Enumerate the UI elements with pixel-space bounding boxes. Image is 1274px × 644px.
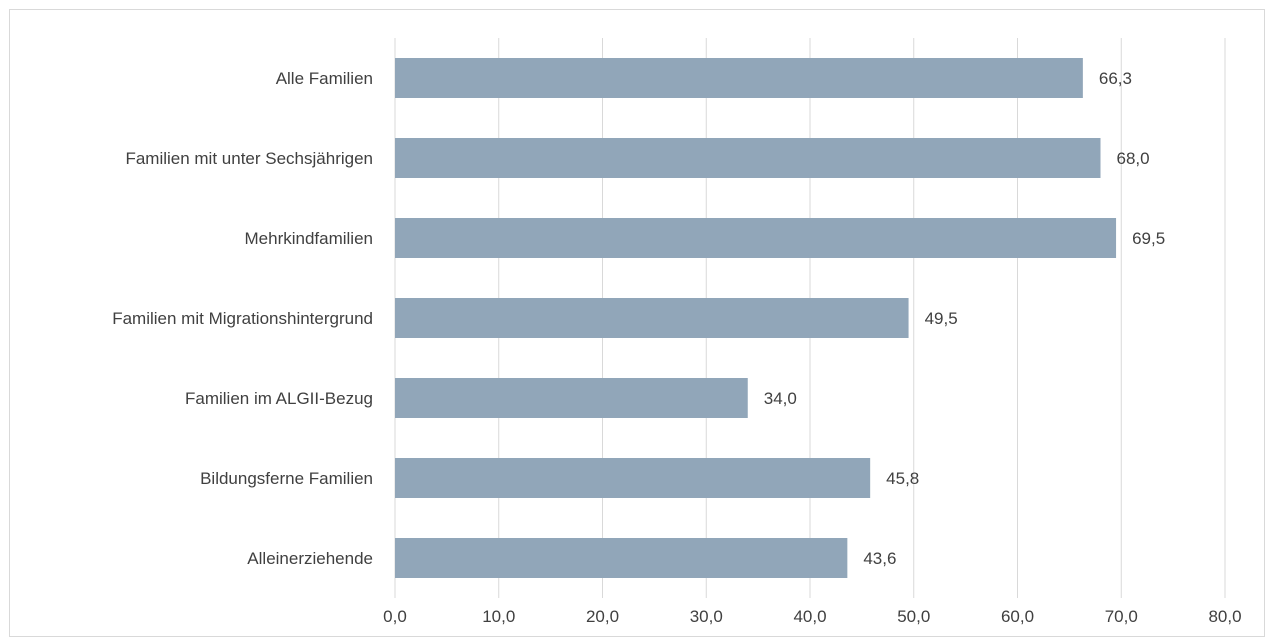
category-label: Bildungsferne Familien: [200, 469, 373, 488]
data-label: 69,5: [1132, 229, 1165, 248]
chart-frame: 66,3 68,0 69,5 49,5 34,0 45,8 43,6 Alle Famili…: [9, 9, 1265, 637]
data-label: 49,5: [925, 309, 958, 328]
bar: [395, 538, 848, 578]
bar: [395, 138, 1101, 178]
category-label: Alleinerziehende: [247, 549, 373, 568]
x-tick-label: 0,0: [383, 607, 407, 626]
category-label: Mehrkindfamilien: [245, 229, 374, 248]
category-labels: Alle Familien Familien mit unter Sechsjäh…: [112, 69, 373, 568]
value-labels: 66,3 68,0 69,5 49,5 34,0 45,8 43,6: [764, 69, 1165, 568]
category-label: Alle Familien: [276, 69, 373, 88]
bar: [395, 378, 748, 418]
x-tick-label: 20,0: [586, 607, 619, 626]
data-label: 43,6: [863, 549, 896, 568]
data-label: 66,3: [1099, 69, 1132, 88]
x-tick-label: 40,0: [793, 607, 826, 626]
bar: [395, 218, 1117, 258]
bars: [395, 58, 1117, 578]
data-label: 68,0: [1117, 149, 1150, 168]
x-tick-label: 60,0: [1001, 607, 1034, 626]
bar-chart: 66,3 68,0 69,5 49,5 34,0 45,8 43,6 Alle Famili…: [112, 38, 1242, 626]
x-tick-label: 80,0: [1208, 607, 1241, 626]
x-axis-tick-labels: 0,0 10,0 20,0 30,0 40,0 50,0 60,0 70,0 80,0: [383, 607, 1241, 626]
bar: [395, 458, 871, 498]
category-label: Familien mit Migrationshintergrund: [112, 309, 373, 328]
data-label: 45,8: [886, 469, 919, 488]
category-label: Familien mit unter Sechsjährigen: [125, 149, 373, 168]
bar: [395, 298, 909, 338]
x-tick-label: 10,0: [482, 607, 515, 626]
category-label: Familien im ALGII-Bezug: [185, 389, 373, 408]
x-tick-label: 70,0: [1105, 607, 1138, 626]
data-label: 34,0: [764, 389, 797, 408]
bar: [395, 58, 1083, 98]
x-tick-label: 30,0: [690, 607, 723, 626]
x-tick-label: 50,0: [897, 607, 930, 626]
